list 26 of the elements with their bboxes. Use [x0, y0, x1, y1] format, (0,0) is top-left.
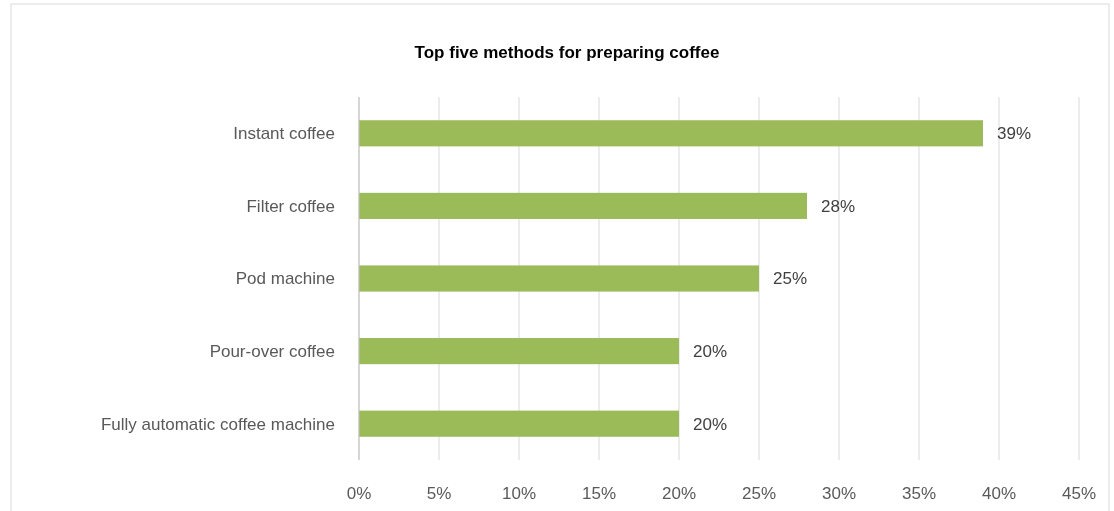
x-tick-label: 25%: [741, 484, 777, 503]
data-label: 39%: [997, 124, 1032, 144]
bar: [359, 120, 983, 147]
x-tick-label: 35%: [901, 484, 937, 503]
y-tick-label: Pour-over coffee: [209, 342, 335, 362]
bar: [359, 338, 679, 365]
chart-title: Top five methods for preparing coffee: [414, 43, 720, 62]
y-tick-label: Filter coffee: [246, 196, 335, 216]
bar: [359, 192, 807, 219]
y-tick-label: Pod machine: [235, 269, 335, 289]
x-tick-label: 20%: [661, 484, 697, 503]
y-tick-label: Fully automatic coffee machine: [100, 414, 335, 434]
data-label: 20%: [693, 342, 728, 362]
data-label: 20%: [693, 414, 728, 434]
x-tick-label: 10%: [501, 484, 537, 503]
x-tick-label: 40%: [981, 484, 1017, 503]
x-tick-label: 30%: [821, 484, 857, 503]
bar: [359, 265, 759, 292]
x-tick-label: 15%: [581, 484, 617, 503]
bar: [359, 410, 679, 437]
x-tick-label: 5%: [426, 484, 452, 503]
x-tick-label: 0%: [346, 484, 372, 503]
x-tick-label: 45%: [1061, 484, 1097, 503]
data-label: 25%: [773, 269, 808, 289]
y-tick-label: Instant coffee: [233, 124, 335, 144]
data-label: 28%: [821, 196, 856, 216]
